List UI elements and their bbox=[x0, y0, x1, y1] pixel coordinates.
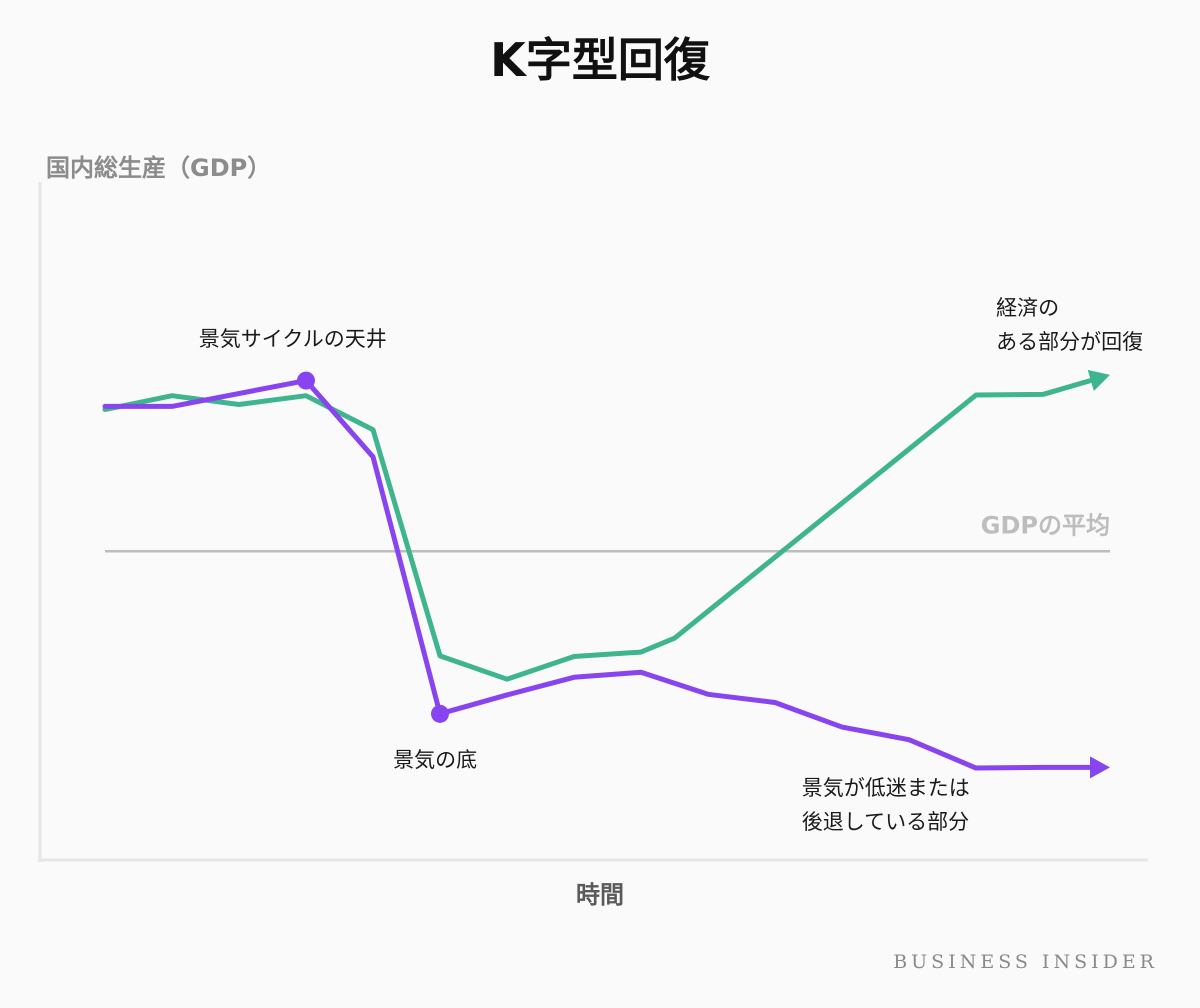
annotation-2-line-0: 経済の bbox=[996, 296, 1059, 320]
series-1-arrowhead bbox=[1090, 756, 1110, 779]
annotation-1: 景気の底 bbox=[393, 748, 477, 772]
annotation-0: 景気サイクルの天井 bbox=[199, 327, 387, 351]
marker-layer bbox=[297, 371, 449, 723]
annotation-0-line-0: 景気サイクルの天井 bbox=[199, 327, 387, 351]
publisher-credit: BUSINESS INSIDER bbox=[893, 951, 1158, 973]
annotation-3: 景気が低迷または後退している部分 bbox=[802, 776, 970, 834]
series-layer bbox=[102, 369, 1110, 779]
marker-point-0 bbox=[297, 371, 315, 390]
annotation-1-line-0: 景気の底 bbox=[393, 748, 477, 772]
series-1-line bbox=[102, 378, 1093, 771]
annotation-3-line-0: 景気が低迷または bbox=[802, 776, 970, 800]
annotation-2: 経済のある部分が回復 bbox=[996, 296, 1143, 354]
marker-point-1 bbox=[431, 704, 449, 723]
annotation-3-line-1: 後退している部分 bbox=[802, 810, 969, 834]
x-axis-label: 時間 bbox=[576, 881, 624, 909]
chart-title: K字型回復 bbox=[490, 33, 711, 87]
gdp-average-label: GDPの平均 bbox=[981, 511, 1110, 539]
series-0-line bbox=[102, 377, 1094, 682]
y-axis-label: 国内総生産（GDP） bbox=[46, 154, 271, 182]
series-0-arrowhead bbox=[1087, 369, 1110, 392]
annotation-2-line-1: ある部分が回復 bbox=[996, 330, 1143, 354]
